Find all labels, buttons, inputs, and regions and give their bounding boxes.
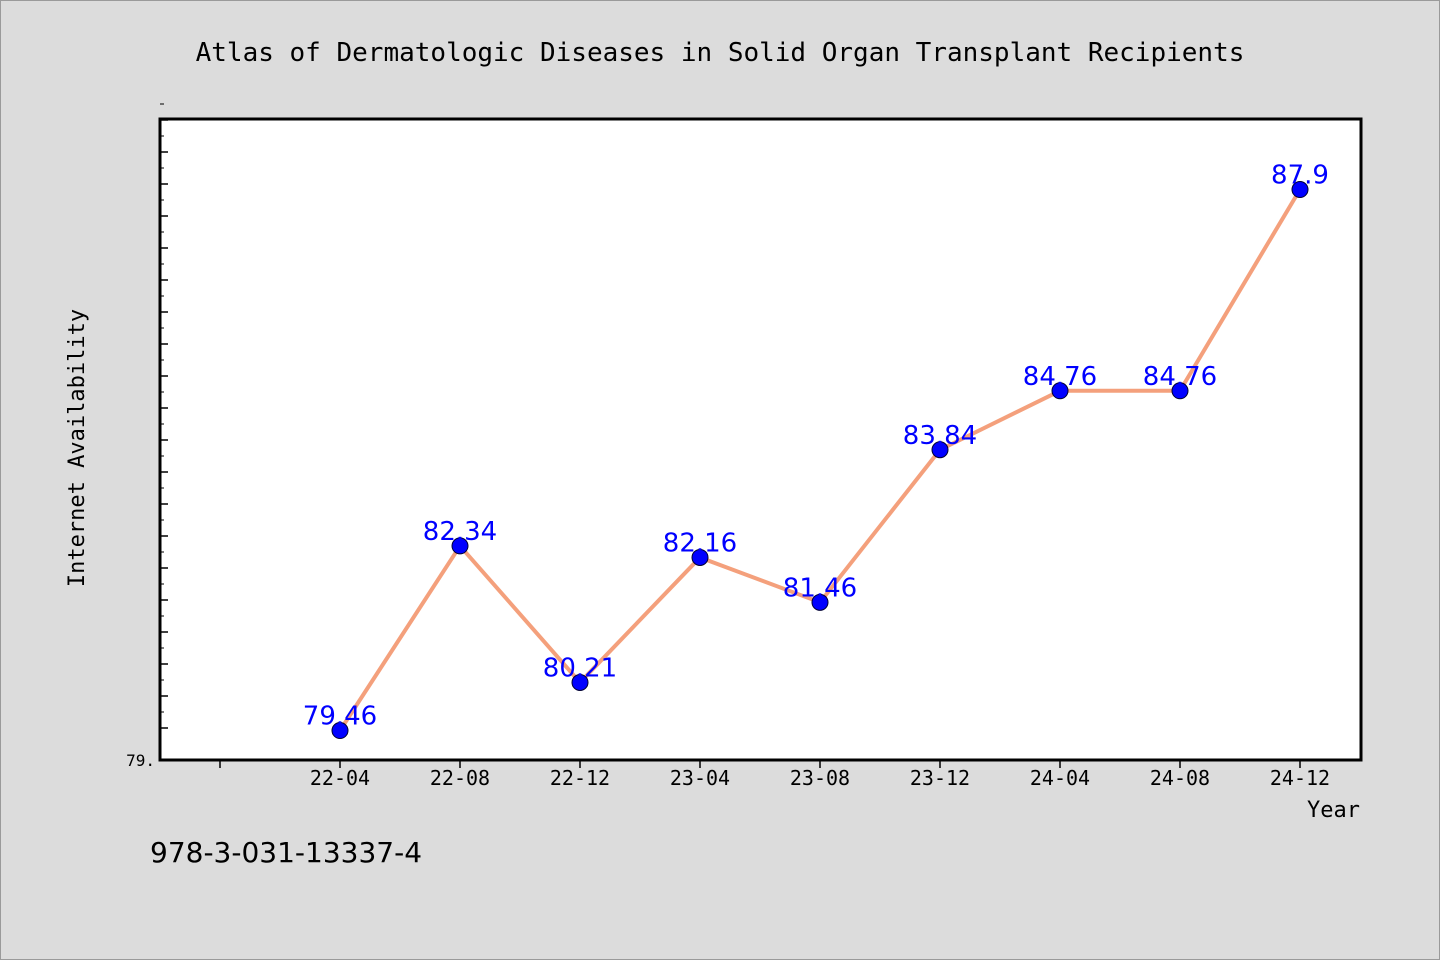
x-tick-labels: 22-04 22-08 22-12 23-04 23-08 23-12 24-04 24-08… bbox=[310, 766, 1330, 790]
data-label: 82.16 bbox=[663, 528, 737, 558]
data-markers bbox=[331, 181, 1309, 740]
data-point bbox=[571, 673, 589, 691]
x-tick-label: 22-04 bbox=[310, 766, 370, 790]
data-label: 82.34 bbox=[423, 517, 497, 547]
isbn-text: 978-3-031-13337-4 bbox=[150, 836, 423, 869]
chart-title: Atlas of Dermatologic Diseases in Solid … bbox=[196, 38, 1245, 68]
data-point bbox=[1051, 382, 1069, 400]
x-tick-label: 24-04 bbox=[1030, 766, 1090, 790]
x-tick-label: 23-08 bbox=[790, 766, 850, 790]
data-point bbox=[1291, 181, 1309, 199]
plot-area bbox=[160, 119, 1361, 760]
data-point bbox=[811, 593, 829, 611]
y-tick-label: 79. bbox=[126, 751, 155, 770]
x-tick-label: 23-04 bbox=[670, 766, 730, 790]
data-label: 87.9 bbox=[1271, 161, 1329, 191]
data-labels: 79.46 82.34 80.21 82.16 81.46 83.84 84.76 84.76… bbox=[303, 161, 1329, 732]
y-axis-label: Internet Availability bbox=[65, 309, 90, 587]
data-label: 84.76 bbox=[1143, 362, 1217, 392]
data-label: 79.46 bbox=[303, 702, 377, 732]
x-axis-label: Year bbox=[1307, 798, 1360, 823]
x-tick-label: 22-12 bbox=[550, 766, 610, 790]
data-point bbox=[931, 441, 949, 459]
data-point bbox=[1171, 382, 1189, 400]
x-tick-label: 24-12 bbox=[1270, 766, 1330, 790]
data-point bbox=[691, 548, 709, 566]
data-label: 83.84 bbox=[903, 421, 977, 451]
data-label: 80.21 bbox=[543, 653, 617, 683]
x-tick-label: 23-12 bbox=[910, 766, 970, 790]
x-tick-label: 22-08 bbox=[430, 766, 490, 790]
x-tick-label: 24-08 bbox=[1150, 766, 1210, 790]
plot-border bbox=[158, 117, 1363, 762]
data-point bbox=[451, 537, 469, 555]
data-label: 81.46 bbox=[783, 573, 857, 603]
data-point bbox=[331, 722, 349, 740]
data-label: 84.76 bbox=[1023, 362, 1097, 392]
